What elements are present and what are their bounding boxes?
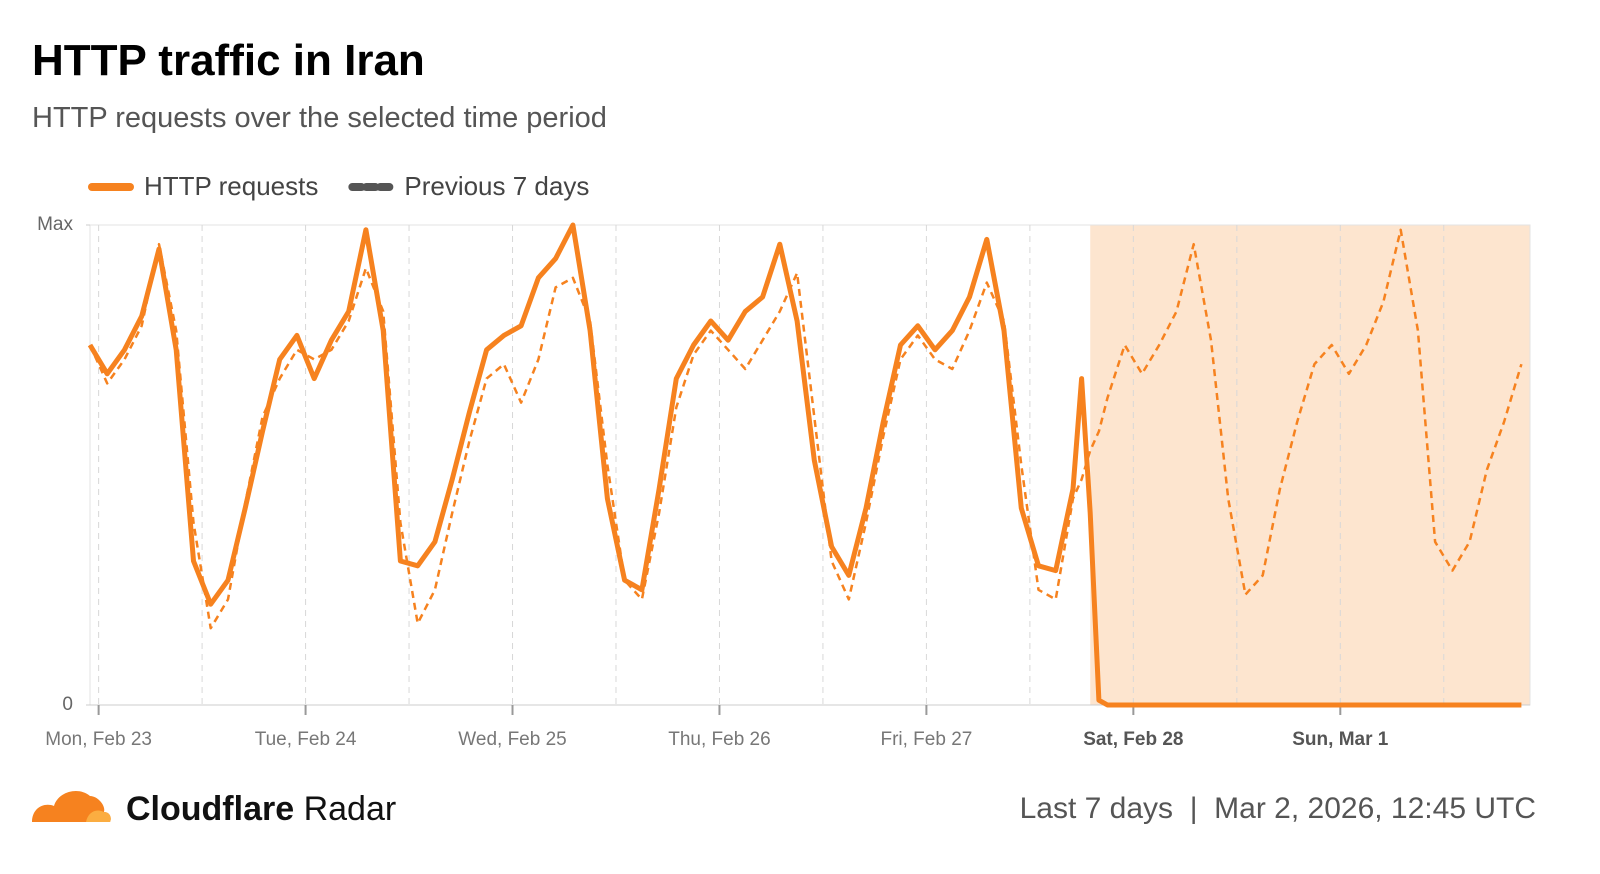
- x-tick-label: Thu, Feb 26: [668, 729, 770, 750]
- x-tick-label: Sat, Feb 28: [1083, 729, 1183, 750]
- x-tick-label: Tue, Feb 24: [255, 729, 357, 750]
- chart-title: HTTP traffic in Iran: [32, 36, 425, 85]
- legend-label: Previous 7 days: [404, 171, 589, 201]
- x-tick-label: Wed, Feb 25: [458, 729, 566, 750]
- legend-item: HTTP requests: [88, 171, 318, 201]
- y-tick-label: Max: [37, 214, 73, 235]
- x-tick-label: Sun, Mar 1: [1292, 729, 1389, 750]
- legend-label: HTTP requests: [144, 171, 318, 201]
- brand-name: Cloudflare: [126, 790, 295, 828]
- series-line: [88, 228, 1523, 630]
- cloudflare-logo: [32, 791, 111, 822]
- series-line: [87, 222, 1522, 708]
- x-tick-label: Mon, Feb 23: [45, 729, 152, 750]
- legend-item: Previous 7 days: [348, 171, 589, 201]
- product-name: Radar: [303, 790, 397, 828]
- y-tick-label: 0: [62, 694, 73, 715]
- shaded-region: [1090, 225, 1530, 705]
- footer-info: Last 7 days | Mar 2, 2026, 12:45 UTC: [1019, 792, 1536, 825]
- x-tick-label: Fri, Feb 27: [880, 729, 972, 750]
- chart-subtitle: HTTP requests over the selected time per…: [32, 102, 607, 134]
- brand: Cloudflare Radar: [126, 790, 396, 829]
